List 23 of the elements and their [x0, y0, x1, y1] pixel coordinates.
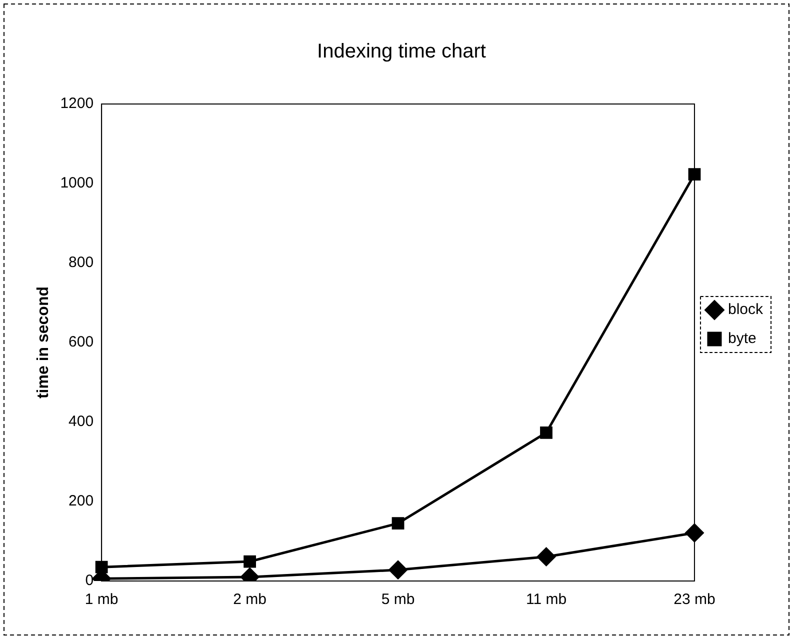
y-tick-label: 1200	[60, 95, 94, 112]
x-tick-label: 2 mb	[233, 591, 266, 608]
legend-label: block	[728, 301, 764, 318]
y-tick-label: 400	[68, 413, 94, 430]
x-tick-label: 11 mb	[526, 591, 567, 608]
legend-label: byte	[728, 330, 756, 348]
x-tick-label: 1 mb	[84, 591, 118, 608]
x-tick-label: 23 mb	[674, 591, 716, 608]
x-tick-label: 5 mb	[381, 591, 415, 608]
point	[244, 555, 256, 568]
point	[685, 524, 704, 542]
point	[388, 560, 408, 580]
y-tick-label: 800	[68, 254, 94, 272]
point	[540, 426, 552, 439]
y-axis-title: time in second	[35, 286, 52, 399]
point	[537, 548, 556, 566]
point	[392, 517, 404, 530]
y-tick-label: 0	[85, 572, 94, 590]
chart-title: Indexing time chart	[317, 40, 486, 63]
point	[688, 168, 701, 181]
y-tick-label: 600	[68, 334, 94, 351]
y-tick-label: 200	[68, 492, 94, 510]
y-tick-label: 1000	[60, 174, 94, 192]
